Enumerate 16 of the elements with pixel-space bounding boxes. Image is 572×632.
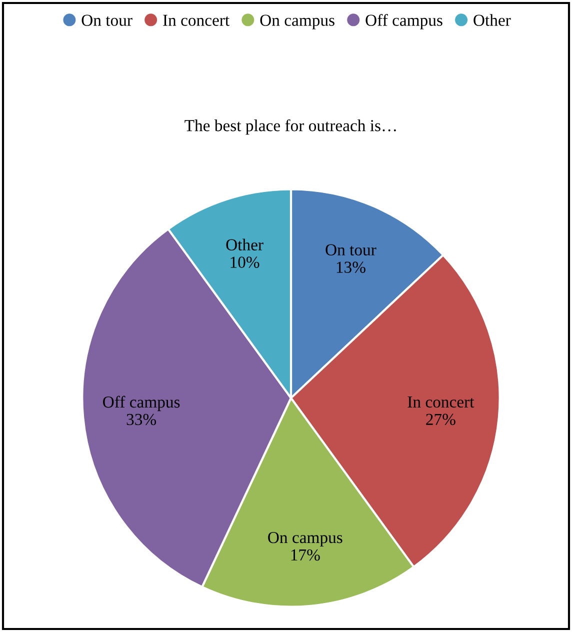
- data-label: 13%: [336, 262, 366, 273]
- slice-label: On campus: [268, 532, 342, 547]
- legend-label: On tour: [82, 14, 132, 26]
- slice-label: Other: [226, 238, 264, 250]
- legend-label: On campus: [260, 14, 334, 30]
- data-label: 17%: [291, 549, 320, 561]
- legend-label: In concert: [163, 14, 230, 26]
- legend-label: Other: [474, 14, 511, 26]
- slice-label: Off campus: [103, 396, 180, 412]
- data-label: 27%: [426, 414, 456, 426]
- legend-label: Off campus: [366, 14, 442, 30]
- slice-label: On tour: [326, 244, 376, 256]
- slice-label: In concert: [408, 396, 474, 408]
- text: The best place for outreach is…: [184, 119, 396, 135]
- data-label: 10%: [230, 256, 260, 268]
- data-label: 33%: [126, 414, 156, 426]
